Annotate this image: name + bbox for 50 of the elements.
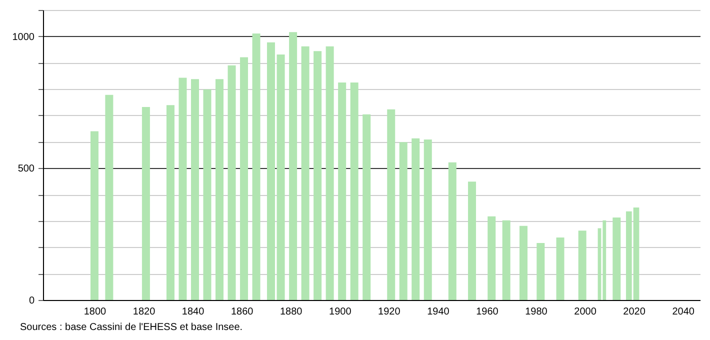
x-tick-label: 1900 [329,306,352,318]
y-tick-label: 1000 [12,32,35,43]
bar [350,82,358,300]
x-tick-label: 2000 [574,306,597,318]
x-tick-label: 1840 [182,306,205,318]
bar [612,217,621,300]
bar [276,54,285,300]
x-tick-label: 1800 [84,306,107,318]
bar [266,42,275,300]
bar [252,33,260,300]
bar [178,78,187,300]
bar [166,105,174,300]
bar [190,79,199,300]
bar [424,139,432,300]
bar [578,230,586,300]
bar [468,182,476,300]
x-tick-label: 1820 [132,306,156,318]
bar [326,46,334,300]
x-tick-label: 1860 [230,306,254,318]
bar [362,114,371,300]
bar [502,220,510,300]
bar [90,131,98,300]
bar [314,51,322,300]
source-note: Sources : base Cassini de l'EHESS et base Insee. [20,322,243,333]
bar [228,65,236,300]
bar [536,243,545,300]
y-tick-label: 0 [28,296,35,306]
bar [556,238,564,300]
x-tick-label: 1980 [525,306,548,318]
bar [488,216,496,300]
bar [301,46,310,300]
bar [387,109,396,300]
bar [448,162,456,300]
y-tick-label: 500 [18,164,35,175]
bar [338,82,346,300]
x-tick-label: 1960 [476,306,499,318]
bar [142,107,150,300]
x-tick-label: 2020 [623,306,646,318]
x-tick-label: 2040 [672,306,695,318]
bar [399,142,408,300]
x-tick-label: 1940 [427,306,450,318]
bar [216,79,224,300]
bar [519,226,528,300]
x-tick-label: 1880 [280,306,303,318]
bar [412,138,420,300]
bar [289,32,298,300]
bar [203,89,212,300]
bar [105,94,114,300]
x-tick-label: 1920 [378,306,401,318]
bar [240,57,248,300]
